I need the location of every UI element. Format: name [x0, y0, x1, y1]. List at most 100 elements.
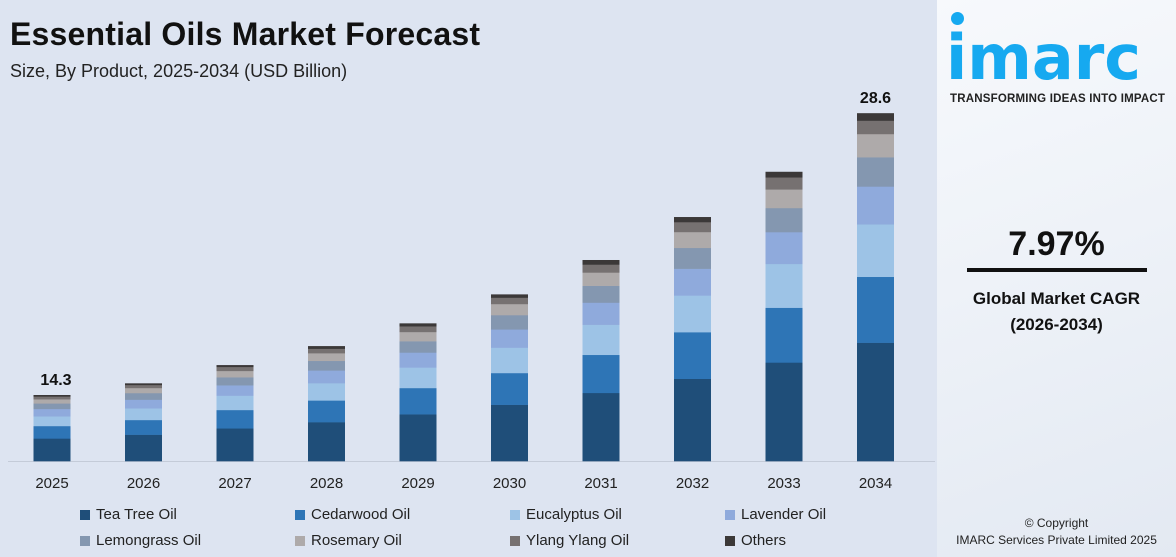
legend-label: Lemongrass Oil [96, 532, 202, 549]
bar-segment-rosemary-oil-2034 [857, 133, 894, 158]
bar-segment-others-2032 [674, 217, 711, 223]
legend-label: Cedarwood Oil [311, 506, 411, 523]
legend-swatch [80, 510, 90, 520]
legend-item-ylang-ylang-oil: Ylang Ylang Oil [510, 532, 629, 550]
bar-segment-rosemary-oil-2027 [216, 370, 254, 378]
bar-segment-tea-tree-oil-2028 [308, 422, 345, 462]
bar-segment-lemongrass-oil-2032 [674, 247, 711, 269]
legend-swatch [725, 536, 735, 546]
x-tick-label: 2034 [859, 475, 892, 492]
bar-segment-ylang-ylang-oil-2026 [125, 384, 162, 389]
bar-segment-ylang-ylang-oil-2028 [308, 348, 345, 354]
imarc-logo-dot [951, 12, 964, 25]
bar-segment-tea-tree-oil-2032 [674, 378, 711, 462]
x-tick-label: 2028 [310, 475, 343, 492]
legend-item-lavender-oil: Lavender Oil [725, 506, 826, 524]
bar-segment-others-2030 [491, 294, 528, 298]
bar-segment-lemongrass-oil-2026 [125, 392, 162, 400]
bar-segment-rosemary-oil-2025 [33, 399, 71, 404]
cagr-label-line1: Global Market CAGR [972, 289, 1141, 308]
bar-segment-lavender-oil-2027 [216, 385, 254, 396]
bar-segment-cedarwood-oil-2033 [765, 307, 803, 363]
bar-segment-others-2033 [765, 171, 803, 178]
bar-segment-others-2031 [582, 259, 620, 265]
bar-segment-ylang-ylang-oil-2025 [33, 396, 71, 400]
bar-segment-lemongrass-oil-2034 [857, 157, 894, 187]
x-tick-label: 2029 [401, 475, 434, 492]
bar-segment-cedarwood-oil-2026 [125, 419, 162, 435]
bar-segment-lemongrass-oil-2029 [399, 341, 437, 353]
copyright: © Copyright IMARC Services Private Limit… [937, 515, 1176, 549]
bar-segment-rosemary-oil-2029 [399, 331, 437, 342]
legend-item-rosemary-oil: Rosemary Oil [295, 532, 402, 550]
bar-segment-eucalyptus-oil-2026 [125, 408, 162, 421]
bar-segment-tea-tree-oil-2031 [582, 392, 620, 462]
bar-segment-tea-tree-oil-2030 [491, 404, 528, 462]
legend-item-tea-tree-oil: Tea Tree Oil [80, 506, 177, 524]
bar-segment-lavender-oil-2029 [399, 352, 437, 368]
legend-label: Ylang Ylang Oil [526, 532, 630, 549]
cagr-label-line2: (2026-2034) [1010, 315, 1103, 334]
imarc-logo: imarc [946, 21, 1142, 94]
data-label-2034: 28.6 [860, 90, 891, 107]
stacked-bar-chart: 2025 14.3 2026 2027 2028 2029 2030 2031 2032 2033… [8, 90, 935, 492]
bar-segment-cedarwood-oil-2034 [857, 276, 894, 343]
bar-segment-rosemary-oil-2031 [582, 272, 620, 286]
bar-segment-ylang-ylang-oil-2034 [857, 120, 894, 135]
bar-segment-eucalyptus-oil-2032 [674, 295, 711, 333]
bar-segment-rosemary-oil-2030 [491, 303, 528, 316]
brand-tagline: TRANSFORMING IDEAS INTO IMPACT [950, 93, 1166, 105]
legend-label: Lavender Oil [741, 506, 827, 523]
copyright-line2: IMARC Services Private Limited 2025 [956, 533, 1157, 547]
cagr-divider [967, 268, 1147, 272]
bar-segment-cedarwood-oil-2028 [308, 400, 345, 423]
legend-item-others: Others [725, 532, 786, 550]
bar-segment-lavender-oil-2034 [857, 186, 894, 225]
bar-segment-eucalyptus-oil-2025 [33, 416, 71, 427]
bar-segment-lavender-oil-2025 [33, 408, 71, 417]
bar-segment-lemongrass-oil-2025 [33, 403, 71, 410]
bar-segment-ylang-ylang-oil-2027 [216, 366, 254, 372]
bar-segment-ylang-ylang-oil-2030 [491, 297, 528, 305]
chart-subtitle: Size, By Product, 2025-2034 (USD Billion… [10, 61, 348, 81]
legend-swatch [80, 536, 90, 546]
bar-segment-lavender-oil-2031 [582, 302, 620, 325]
bar-segment-ylang-ylang-oil-2033 [765, 177, 803, 190]
bar-segment-lavender-oil-2032 [674, 268, 711, 296]
x-tick-label: 2027 [218, 475, 251, 492]
legend-swatch [295, 510, 305, 520]
bar-segment-eucalyptus-oil-2030 [491, 347, 528, 374]
cagr-value: 7.97% [1008, 225, 1105, 263]
bar-segment-lavender-oil-2030 [491, 329, 528, 348]
bar-segment-others-2029 [399, 323, 437, 327]
bar-segment-others-2026 [125, 383, 162, 386]
legend-label: Eucalyptus Oil [526, 506, 622, 523]
bar-segment-lemongrass-oil-2027 [216, 377, 254, 386]
bar-segment-cedarwood-oil-2025 [33, 425, 71, 439]
bar-segment-cedarwood-oil-2029 [399, 387, 437, 415]
bar-segment-eucalyptus-oil-2028 [308, 383, 345, 401]
bar-segment-rosemary-oil-2026 [125, 387, 162, 394]
bar-segment-eucalyptus-oil-2033 [765, 263, 803, 308]
bar-segment-others-2025 [33, 395, 71, 397]
cagr-label: Global Market CAGR (2026-2034) [937, 286, 1176, 338]
x-tick-label: 2032 [676, 475, 709, 492]
x-tick-label: 2033 [767, 475, 800, 492]
legend-item-cedarwood-oil: Cedarwood Oil [295, 506, 410, 524]
bar-segment-lemongrass-oil-2028 [308, 360, 345, 371]
chart-title: Essential Oils Market Forecast [10, 16, 481, 52]
bar-segment-ylang-ylang-oil-2032 [674, 221, 711, 233]
bar-segment-lemongrass-oil-2033 [765, 207, 803, 233]
bar-segment-others-2027 [216, 365, 254, 368]
bar-segment-tea-tree-oil-2026 [125, 434, 162, 462]
bar-segment-ylang-ylang-oil-2031 [582, 264, 620, 273]
bar-segment-lemongrass-oil-2031 [582, 285, 620, 303]
bar-segment-eucalyptus-oil-2027 [216, 395, 254, 411]
bar-segment-lavender-oil-2028 [308, 370, 345, 384]
bar-segment-tea-tree-oil-2027 [216, 428, 254, 462]
x-tick-label: 2025 [35, 475, 68, 492]
legend-item-lemongrass-oil: Lemongrass Oil [80, 532, 201, 550]
data-label-2025: 14.3 [40, 372, 71, 389]
bar-segment-cedarwood-oil-2030 [491, 372, 528, 405]
bar-segment-rosemary-oil-2028 [308, 353, 345, 362]
